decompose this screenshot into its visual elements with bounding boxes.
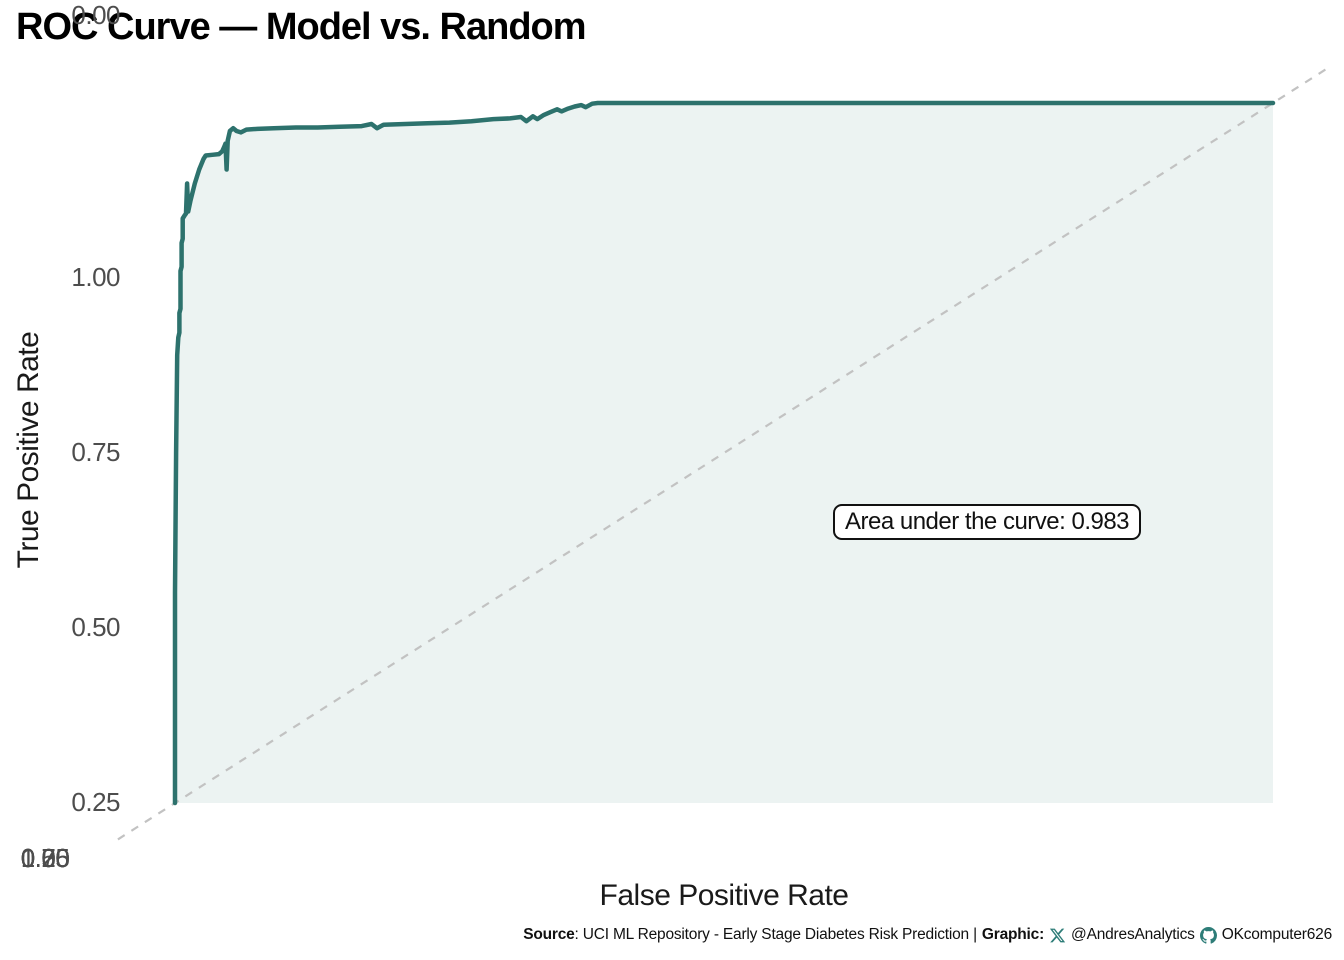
y-tick-label-0.50: 0.50 <box>71 612 120 642</box>
source-text: : UCI ML Repository - Early Stage Diabet… <box>574 926 978 943</box>
github-handle: OKcomputer626 <box>1221 926 1332 943</box>
twitter-handle: @AndresAnalytics <box>1071 926 1195 943</box>
y-tick-label-1.00: 1.00 <box>71 262 120 292</box>
source-label: Source <box>523 926 575 943</box>
x-tick-label-0.00: 0.00 <box>20 843 70 873</box>
graphic-label: Graphic: <box>981 926 1045 943</box>
x-axis-title: False Positive Rate <box>599 879 849 912</box>
auc-annotation: Area under the curve: 0.983 <box>833 504 1142 540</box>
github-icon <box>1199 926 1217 944</box>
y-tick-label-0.00: 0.00 <box>71 0 120 30</box>
x-tick-label-0.50: 0.50 <box>20 843 70 873</box>
y-tick-label-0.75: 0.75 <box>71 437 120 467</box>
caption: Source: UCI ML Repository - Early Stage … <box>523 926 1332 944</box>
x-tick-label-0.75: 0.75 <box>20 843 70 873</box>
caption-source: Source: UCI ML Repository - Early Stage … <box>523 926 977 944</box>
x-twitter-icon <box>1049 927 1066 944</box>
roc-curve-line <box>172 100 1276 806</box>
x-tick-label-1.00: 1.00 <box>20 843 70 873</box>
y-tick-label-0.25: 0.25 <box>71 787 120 817</box>
x-tick-label-0.25: 0.25 <box>20 843 70 873</box>
chart-title: ROC Curve — Model vs. Random <box>16 6 587 48</box>
y-axis-title: True Positive Rate <box>12 331 45 569</box>
